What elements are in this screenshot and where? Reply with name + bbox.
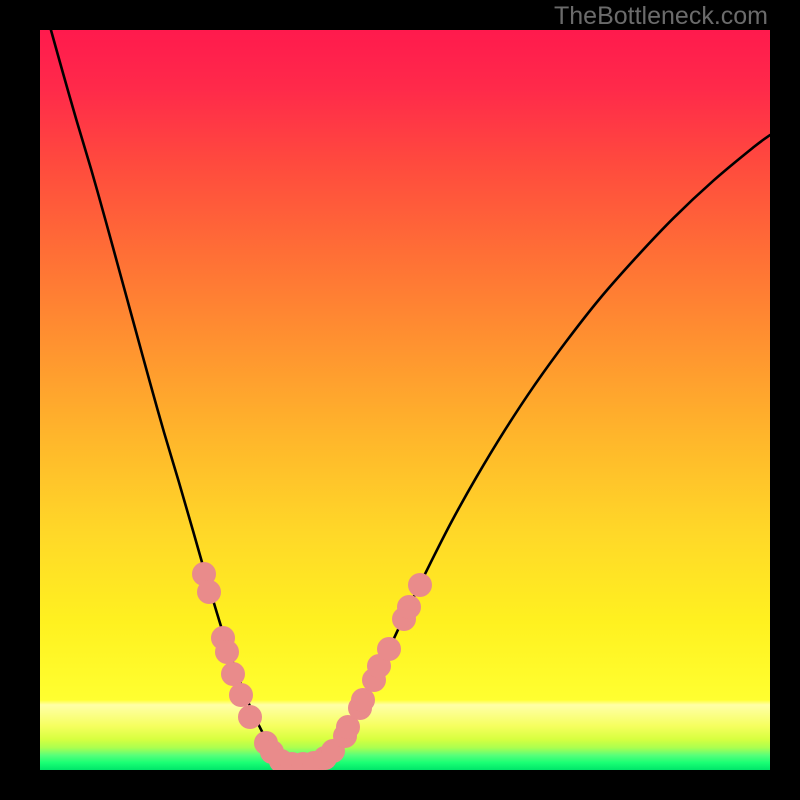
data-marker [408,573,432,597]
data-marker [238,705,262,729]
watermark-text: TheBottleneck.com [554,2,768,31]
data-marker [215,640,239,664]
data-marker [377,637,401,661]
chart-stage: TheBottleneck.com [0,0,800,800]
plot-area [40,30,770,770]
data-marker [397,595,421,619]
data-marker [197,580,221,604]
marker-layer [40,30,770,770]
data-marker [229,683,253,707]
